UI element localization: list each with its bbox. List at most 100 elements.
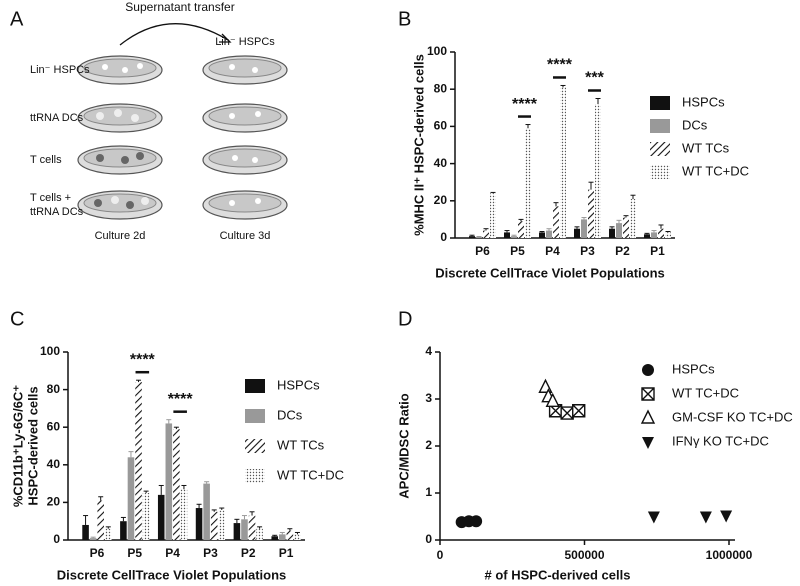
y-axis-label: HSPC-derived cells [25,386,40,505]
bar [574,228,580,238]
panel-letter: B [398,8,411,30]
legend-label: WT TC+DC [682,163,749,178]
bar [157,494,165,540]
point [572,404,586,418]
legend-swatch [650,142,670,156]
arrow-head [219,33,232,43]
bar [623,217,629,238]
x-tick-label: P6 [90,546,105,560]
bar [616,223,622,238]
legend-marker [642,437,654,449]
bar [518,221,524,238]
bar [490,193,496,238]
y-tick-label: 20 [434,193,448,207]
x-tick-label: P6 [475,244,490,258]
y-tick-label: 40 [47,457,61,471]
x-tick-label: 1000000 [706,548,753,562]
x-tick-label: 0 [437,548,444,562]
bar [644,234,650,238]
bar [609,228,615,238]
target-label: Lin⁻ HSPCs [215,36,275,48]
legend-label: DCs [277,407,303,422]
significance-label: **** [168,391,194,408]
x-axis-label: Discrete CellTrace Violet Populations [57,567,287,582]
bar [665,232,671,238]
bar [271,536,279,540]
bar [658,228,664,238]
point [720,510,733,523]
y-tick-label: 100 [427,44,447,58]
bar [504,232,510,238]
row-label: ttRNA DCs [30,112,84,124]
y-axis-label: APC/MDSC Ratio [396,393,411,499]
bar [120,521,127,540]
x-tick-label: P4 [165,546,180,560]
y-tick-label: 20 [47,495,61,509]
bar [127,457,135,540]
y-axis-label: %MHC II⁺ HSPC-derived cells [411,54,426,236]
legend-swatch [245,379,265,393]
bar [279,534,286,540]
bar [233,523,241,540]
bar [553,206,559,238]
y-tick-label: 1 [425,485,432,499]
point [538,378,553,393]
bar [581,219,587,238]
legend-label: IFNγ KO TC+DC [672,433,769,448]
y-tick-label: 3 [425,391,432,405]
legend-label: WT TCs [682,140,730,155]
transfer-arrow [119,23,229,46]
point [470,515,483,528]
bar [588,189,594,238]
bar [539,232,545,238]
x-axis-label: Discrete CellTrace Violet Populations [435,265,665,280]
row-label: T cells [30,154,62,166]
legend-label: HSPCs [672,361,715,376]
panel-letter: A [10,8,24,30]
legend-swatch [650,165,670,179]
significance-label: *** [585,70,604,87]
x-tick-label: P1 [279,546,294,560]
bar [180,489,188,540]
y-axis-label: %CD11b⁺Ly-6G/6C⁺ [10,385,25,507]
bar [210,511,218,540]
legend-swatch [650,96,670,110]
y-tick-label: 0 [53,532,60,546]
x-tick-label: P2 [615,244,630,258]
legend-label: WT TC+DC [672,385,739,400]
legend-marker [642,364,654,376]
legend-label: HSPCs [277,377,320,392]
x-tick-label: P5 [127,546,142,560]
x-tick-label: P3 [203,546,218,560]
significance-label: **** [130,351,156,368]
bar [97,500,104,540]
legend-swatch [245,439,265,453]
y-tick-label: 80 [434,81,448,95]
point [647,511,660,524]
bar [595,104,601,238]
x-tick-label: P5 [510,244,525,258]
bar [511,236,517,238]
column-label: Culture 2d [95,230,146,242]
row-label: T cells + [30,192,71,204]
legend-swatch [650,119,670,133]
y-tick-label: 4 [425,344,432,358]
bar [248,515,256,540]
x-tick-label: P2 [241,546,256,560]
dishes [77,55,288,220]
bar [218,509,226,540]
bar [142,493,150,540]
legend-label: WT TCs [277,437,325,452]
point [545,392,560,408]
row-label: ttRNA DCs [30,206,84,218]
y-tick-label: 100 [40,344,60,358]
x-tick-label: P4 [545,244,560,258]
bar [82,524,89,540]
bar [525,128,531,238]
legend-marker [640,409,656,424]
legend-swatch [245,409,265,423]
legend-label: HSPCs [682,94,725,109]
x-tick-label: 500000 [564,548,604,562]
bar [256,528,263,540]
